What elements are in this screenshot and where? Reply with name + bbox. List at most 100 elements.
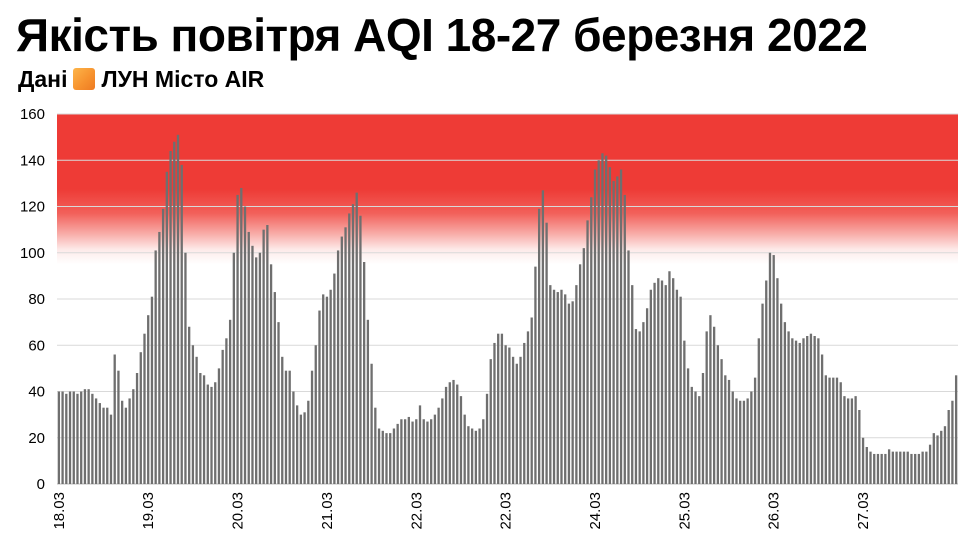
bar [925, 451, 928, 485]
bar [147, 315, 150, 484]
bar [277, 322, 280, 485]
bar [210, 386, 213, 485]
bar [76, 393, 79, 484]
subtitle-prefix: Дані [18, 66, 68, 92]
bar [232, 252, 235, 484]
x-tick-label: 22.03 [498, 492, 515, 530]
y-tick-label: 0 [37, 476, 45, 493]
bar [243, 206, 247, 484]
bar [336, 250, 340, 484]
bar [474, 430, 478, 484]
bar [954, 375, 958, 484]
bar [638, 331, 641, 485]
bar [91, 393, 94, 484]
bar [314, 345, 317, 484]
bar [98, 403, 101, 484]
bar [914, 453, 917, 484]
bar [861, 437, 865, 484]
bar [87, 389, 90, 484]
bar [109, 414, 113, 485]
bar [188, 326, 191, 484]
bar [228, 319, 232, 484]
bar [660, 280, 664, 484]
bar [381, 430, 384, 484]
bar [511, 356, 515, 484]
bar [791, 338, 794, 484]
x-tick-label: 20.03 [230, 492, 247, 530]
bar [720, 359, 723, 485]
chart-subtitle: Дані ЛУН Місто AIR [18, 65, 264, 93]
bar [612, 181, 615, 484]
bar [94, 398, 98, 484]
y-tick-label: 120 [20, 199, 45, 216]
bar [448, 382, 451, 484]
bar [124, 407, 128, 484]
bar [240, 188, 243, 484]
bar [556, 292, 559, 484]
bar [891, 451, 894, 485]
bar [195, 356, 198, 484]
bar [132, 389, 135, 484]
bar [288, 370, 291, 484]
bar [351, 204, 355, 484]
bar [143, 333, 146, 484]
bar [593, 169, 597, 484]
bar [698, 396, 701, 485]
bar [690, 386, 693, 485]
bar [534, 266, 537, 485]
bar [928, 444, 932, 484]
orange-square-icon [73, 68, 96, 90]
bar [631, 285, 634, 485]
bar [567, 303, 571, 485]
bar [206, 384, 209, 484]
bar [701, 373, 705, 484]
bar [407, 416, 410, 484]
bar [597, 160, 600, 484]
bar [854, 396, 857, 485]
bar [672, 278, 675, 484]
bar [452, 379, 455, 484]
bar [787, 331, 790, 485]
bar [757, 338, 760, 484]
bar [202, 375, 206, 484]
bar [549, 285, 552, 485]
bar [191, 345, 195, 484]
bar [709, 315, 712, 484]
bar [292, 391, 295, 484]
bar [325, 296, 329, 484]
bar [161, 208, 165, 484]
bar [113, 354, 116, 484]
bar [746, 398, 749, 484]
bar [470, 428, 474, 484]
bar [765, 280, 768, 484]
bar [813, 336, 816, 484]
bar [128, 398, 131, 484]
bar [679, 296, 682, 484]
bar [400, 419, 403, 484]
x-tick-label: 25.03 [676, 492, 693, 530]
bar [571, 301, 574, 484]
bar [675, 289, 679, 484]
bar [564, 294, 567, 485]
bar [83, 389, 87, 484]
bar [917, 453, 921, 484]
bar [951, 400, 954, 484]
bar [374, 407, 377, 484]
bar [794, 340, 798, 485]
bar [415, 419, 418, 484]
bar [664, 285, 667, 485]
bar [921, 451, 924, 485]
bar [135, 373, 139, 484]
bar [578, 264, 582, 484]
bar [247, 231, 250, 484]
bar [873, 453, 876, 484]
bar [645, 308, 649, 484]
bar [307, 400, 310, 484]
y-tick-label: 40 [28, 384, 45, 401]
x-tick-label: 27.03 [855, 492, 872, 530]
bar [173, 141, 176, 484]
bar [57, 391, 61, 484]
y-tick-label: 20 [28, 430, 45, 447]
bar [932, 433, 935, 485]
